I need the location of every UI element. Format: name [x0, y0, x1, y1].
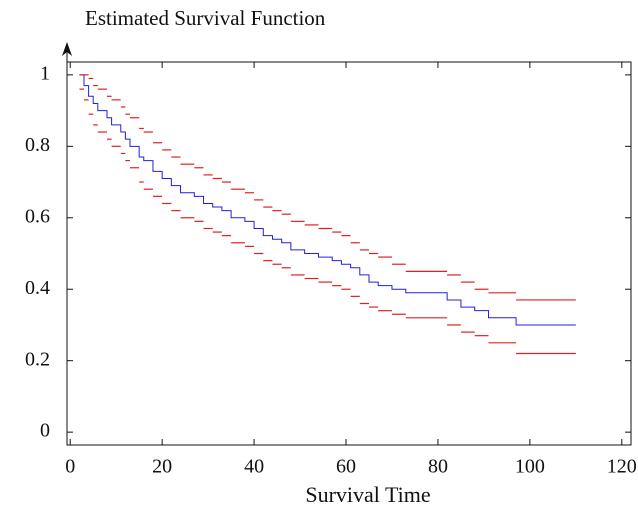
- chart-title: Estimated Survival Function: [85, 6, 326, 30]
- x-tick-label: 120: [607, 456, 637, 478]
- x-tick-label: 0: [65, 456, 75, 478]
- y-tick-label: 0.2: [25, 348, 50, 370]
- x-axis-label: Survival Time: [305, 482, 430, 507]
- y-tick-label: 0.4: [25, 277, 50, 299]
- x-tick-label: 20: [152, 456, 172, 478]
- y-tick-label: 0.8: [25, 134, 50, 156]
- x-tick-label: 80: [428, 456, 448, 478]
- x-tick-label: 100: [515, 456, 545, 478]
- plot-frame: [66, 61, 632, 446]
- y-tick-label: 0: [40, 420, 50, 442]
- axis-arrow: [62, 42, 72, 56]
- y-tick-label: 1: [40, 62, 50, 84]
- x-tick-label: 60: [336, 456, 356, 478]
- x-tick-label: 40: [244, 456, 264, 478]
- y-tick-label: 0.6: [25, 205, 50, 227]
- survival-line: [79, 74, 576, 326]
